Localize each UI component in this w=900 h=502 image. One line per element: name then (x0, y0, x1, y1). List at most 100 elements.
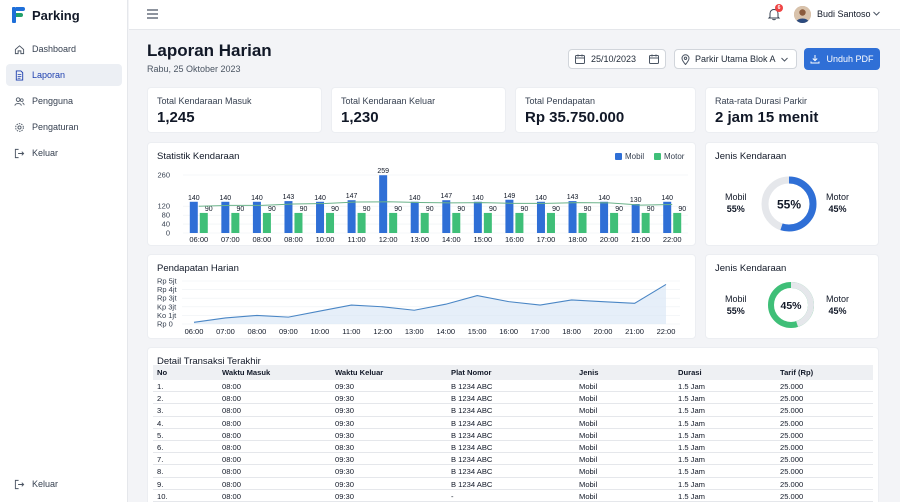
bar-label-motor: 90 (331, 206, 339, 213)
cell-waktu-keluar: 09:30 (335, 479, 355, 489)
bar-label-motor: 90 (584, 206, 592, 213)
document-icon (15, 69, 24, 81)
cell-plat: B 1234 ABC (451, 467, 493, 477)
bar-motor (452, 212, 461, 233)
table-row[interactable]: 1. 08:00 09:30 B 1234 ABC Mobil 1.5 Jam 25.000 (153, 380, 873, 393)
stat-value: 1,245 (157, 109, 195, 126)
user-name[interactable]: Budi Santoso (817, 9, 871, 19)
date-picker[interactable]: 25/10/2023 (568, 49, 666, 69)
chevron-down-icon[interactable] (873, 11, 880, 16)
cell-durasi: 1.5 Jam (678, 430, 706, 440)
bar-mobil (600, 201, 609, 233)
sidebar-item-pengguna[interactable]: Pengguna (6, 90, 122, 112)
y-tick-label: 260 (157, 171, 170, 180)
x-tick-label: 07:00 (216, 327, 235, 336)
bar-label-motor: 90 (236, 206, 244, 213)
bar-motor (326, 212, 335, 233)
avatar[interactable] (794, 6, 811, 23)
donut-center-label: 45% (780, 300, 802, 312)
cell-tarif: 25.000 (780, 382, 804, 391)
download-pdf-button[interactable]: Unduh PDF (804, 48, 880, 70)
home-icon (14, 44, 25, 54)
cell-jenis: Mobil (579, 443, 598, 452)
cell-tarif: 25.000 (780, 479, 804, 489)
bar-label-motor: 90 (457, 206, 465, 213)
x-tick-label: 13:00 (405, 327, 424, 336)
cell-waktu-keluar: 09:30 (335, 455, 355, 465)
cell-plat: B 1234 ABC (451, 382, 493, 391)
cell-plat: B 1234 ABC (451, 479, 493, 489)
cell-waktu-masuk: 08:00 (222, 430, 242, 440)
cell-waktu-masuk: 08:00 (222, 467, 242, 477)
cell-no: 9. (157, 479, 164, 489)
table-row[interactable]: 2. 08:00 09:30 B 1234 ABC Mobil 1.5 Jam 25.000 (153, 392, 873, 405)
stat-card-durasi: Rata-rata Durasi Parkir 2 jam 15 menit (705, 87, 879, 133)
sidebar-item-laporan[interactable]: Laporan (6, 64, 122, 86)
table-row[interactable]: 6. 08:00 08:30 B 1234 ABC Mobil 1.5 Jam 25.000 (153, 441, 873, 454)
y-tick-label: Ko 1jt (157, 311, 177, 320)
cell-plat: B 1234 ABC (451, 418, 493, 428)
bar-mobil (505, 199, 514, 233)
donut-slice (768, 282, 814, 328)
bar-label-mobil: 143 (283, 194, 295, 201)
bar-label-mobil: 140 (661, 195, 673, 202)
bar-label-motor: 90 (205, 206, 213, 213)
table-row[interactable]: 10. 08:00 09:30 - Mobil 1.5 Jam 25.000 (153, 490, 873, 502)
x-tick-label: 20:00 (594, 327, 613, 336)
donut-label-mobil: Mobil 55% (725, 191, 747, 215)
location-select[interactable]: Parkir Utama Blok A (674, 49, 797, 69)
x-tick-label: 15:00 (468, 327, 487, 336)
table-row[interactable]: 9. 08:00 09:30 B 1234 ABC Mobil 1.5 Jam 25.000 (153, 478, 873, 490)
x-tick-label: 17:00 (531, 327, 550, 336)
x-tick-label: 16:00 (499, 327, 518, 336)
cell-waktu-masuk: 08:00 (222, 394, 242, 404)
bar-motor (641, 212, 650, 233)
cell-durasi: 1.5 Jam (678, 394, 706, 404)
brand[interactable]: Parking (12, 6, 80, 24)
legend-label: Motor (664, 152, 685, 161)
cell-durasi: 1.5 Jam (678, 491, 706, 501)
sidebar-item-label: Keluar (32, 148, 59, 158)
table-row[interactable]: 5. 08:00 09:30 B 1234 ABC Mobil 1.5 Jam 25.000 (153, 429, 873, 441)
cell-jenis: Mobil (579, 455, 598, 465)
bar-mobil (347, 200, 356, 233)
bar-label-mobil: 140 (314, 195, 326, 202)
table-row[interactable]: 4. 08:00 09:30 B 1234 ABC Mobil 1.5 Jam 25.000 (153, 417, 873, 429)
cell-plat: B 1234 ABC (451, 406, 493, 416)
hamburger-menu-icon[interactable] (147, 9, 158, 19)
table-row[interactable]: 8. 08:00 09:30 B 1234 ABC Mobil 1.5 Jam 25.000 (153, 465, 873, 478)
x-tick-label: 12:00 (373, 327, 392, 336)
cell-waktu-keluar: 09:30 (335, 430, 355, 440)
parking-logo-icon (12, 7, 26, 23)
table-row[interactable]: 7. 08:00 09:30 B 1234 ABC Mobil 1.5 Jam 25.000 (153, 453, 873, 466)
stat-value: 2 jam 15 menit (715, 109, 819, 126)
x-tick-label: 07:00 (221, 235, 240, 244)
y-tick-label: Rp 0 (157, 320, 173, 329)
sidebar-item-keluar[interactable]: Keluar (6, 142, 122, 164)
bar-label-mobil: 140 (598, 195, 610, 202)
bar-mobil (379, 175, 388, 233)
chevron-down-icon (781, 57, 788, 62)
x-tick-label: 21:00 (631, 235, 650, 244)
topbar: 6 Budi Santoso (129, 0, 900, 30)
stat-value: Rp 35.750.000 (525, 109, 625, 126)
x-tick-label: 11:00 (342, 327, 360, 336)
cell-tarif: 25.000 (780, 491, 804, 501)
cell-jenis: Mobil (579, 406, 598, 416)
sidebar-logout-bottom[interactable]: Keluar (6, 473, 122, 495)
x-tick-label: 06:00 (185, 327, 204, 336)
sidebar-item-pengaturan[interactable]: Pengaturan (6, 116, 122, 138)
vehicle-type-card-1: Jenis Kendaraan Mobil 55% Motor 45% 55% (705, 142, 879, 246)
legend-mobil: Mobil (615, 152, 644, 161)
sidebar-item-dashboard[interactable]: Dashboard (6, 38, 122, 60)
stat-card-masuk: Total Kendaraan Masuk 1,245 (147, 87, 322, 133)
cell-no: 8. (157, 467, 164, 477)
cell-tarif: 25.000 (780, 394, 804, 404)
bar-label-motor: 90 (552, 206, 560, 213)
cell-tarif: 25.000 (780, 467, 804, 477)
table-row[interactable]: 3. 08:00 09:30 B 1234 ABC Mobil 1.5 Jam 25.000 (153, 404, 873, 417)
bar-motor (231, 212, 240, 233)
bell-icon[interactable] (767, 7, 781, 21)
sidebar-nav: Dashboard Laporan Pengguna Pengaturan Ke… (6, 38, 122, 168)
donut-label-name: Motor (826, 294, 850, 304)
